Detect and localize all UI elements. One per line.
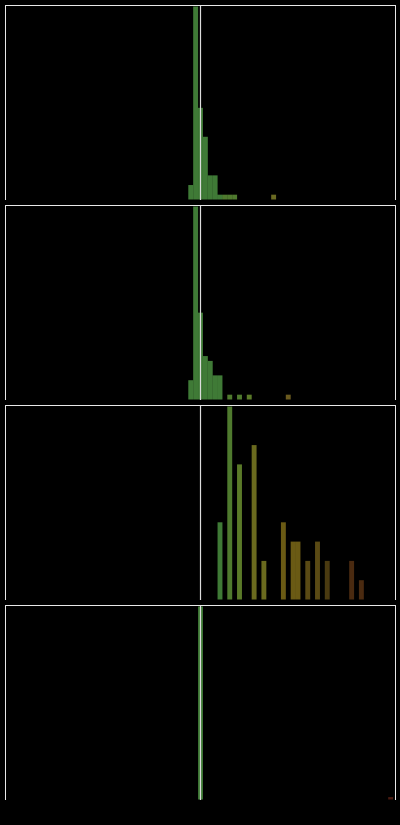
- histogram-bar-1-1: [188, 185, 194, 200]
- histogram-panel-4: [5, 605, 396, 800]
- histogram-bar-1-6: [212, 175, 218, 200]
- plot-frame-2: [5, 205, 396, 400]
- histogram-bar-3-9: [305, 560, 311, 600]
- histogram-bar-2-9: [237, 394, 242, 400]
- histogram-panel-1: [5, 5, 396, 200]
- histogram-bar-1-11: [271, 194, 277, 200]
- histogram-bar-2-11: [285, 394, 291, 400]
- histogram-bar-2-7: [217, 375, 223, 400]
- histogram-bar-3-13: [358, 580, 364, 600]
- histogram-panel-2: [5, 205, 396, 400]
- histogram-bar-2-5: [207, 360, 213, 400]
- histogram-bar-3-4: [251, 445, 257, 600]
- histogram-bar-1-5: [207, 175, 213, 200]
- histogram-bar-4-2: [388, 797, 394, 800]
- histogram-bar-3-1: [217, 522, 223, 600]
- histogram-bar-1-4: [202, 136, 208, 200]
- histogram-bar-1-8: [222, 194, 228, 200]
- histogram-bar-2-1: [188, 380, 194, 400]
- histogram-bar-2-6: [212, 375, 218, 400]
- histogram-bar-2-10: [246, 394, 252, 400]
- histogram-bar-3-11: [324, 560, 330, 600]
- histogram-bar-1-2: [193, 6, 199, 200]
- plot-frame-3: [5, 405, 396, 600]
- plot-frame-4: [5, 605, 396, 800]
- histogram-bar-3-8: [295, 541, 301, 600]
- histogram-bar-3-7: [290, 541, 296, 600]
- histogram-bar-2-4: [202, 356, 208, 400]
- histogram-bar-1-9: [227, 194, 233, 200]
- histogram-bar-1-10: [232, 194, 238, 200]
- histogram-bar-3-6: [280, 522, 286, 600]
- histogram-panel-3: [5, 405, 396, 600]
- histogram-bar-2-2: [193, 206, 199, 400]
- plot-frame-1: [5, 5, 396, 200]
- histogram-bar-3-3: [237, 464, 242, 600]
- histogram-bar-3-2: [227, 406, 233, 600]
- histogram-bar-1-7: [217, 194, 223, 200]
- histogram-bar-3-12: [349, 560, 355, 600]
- histogram-bar-3-5: [261, 560, 267, 600]
- histogram-bar-2-8: [227, 394, 233, 400]
- histogram-bar-3-10: [315, 541, 320, 600]
